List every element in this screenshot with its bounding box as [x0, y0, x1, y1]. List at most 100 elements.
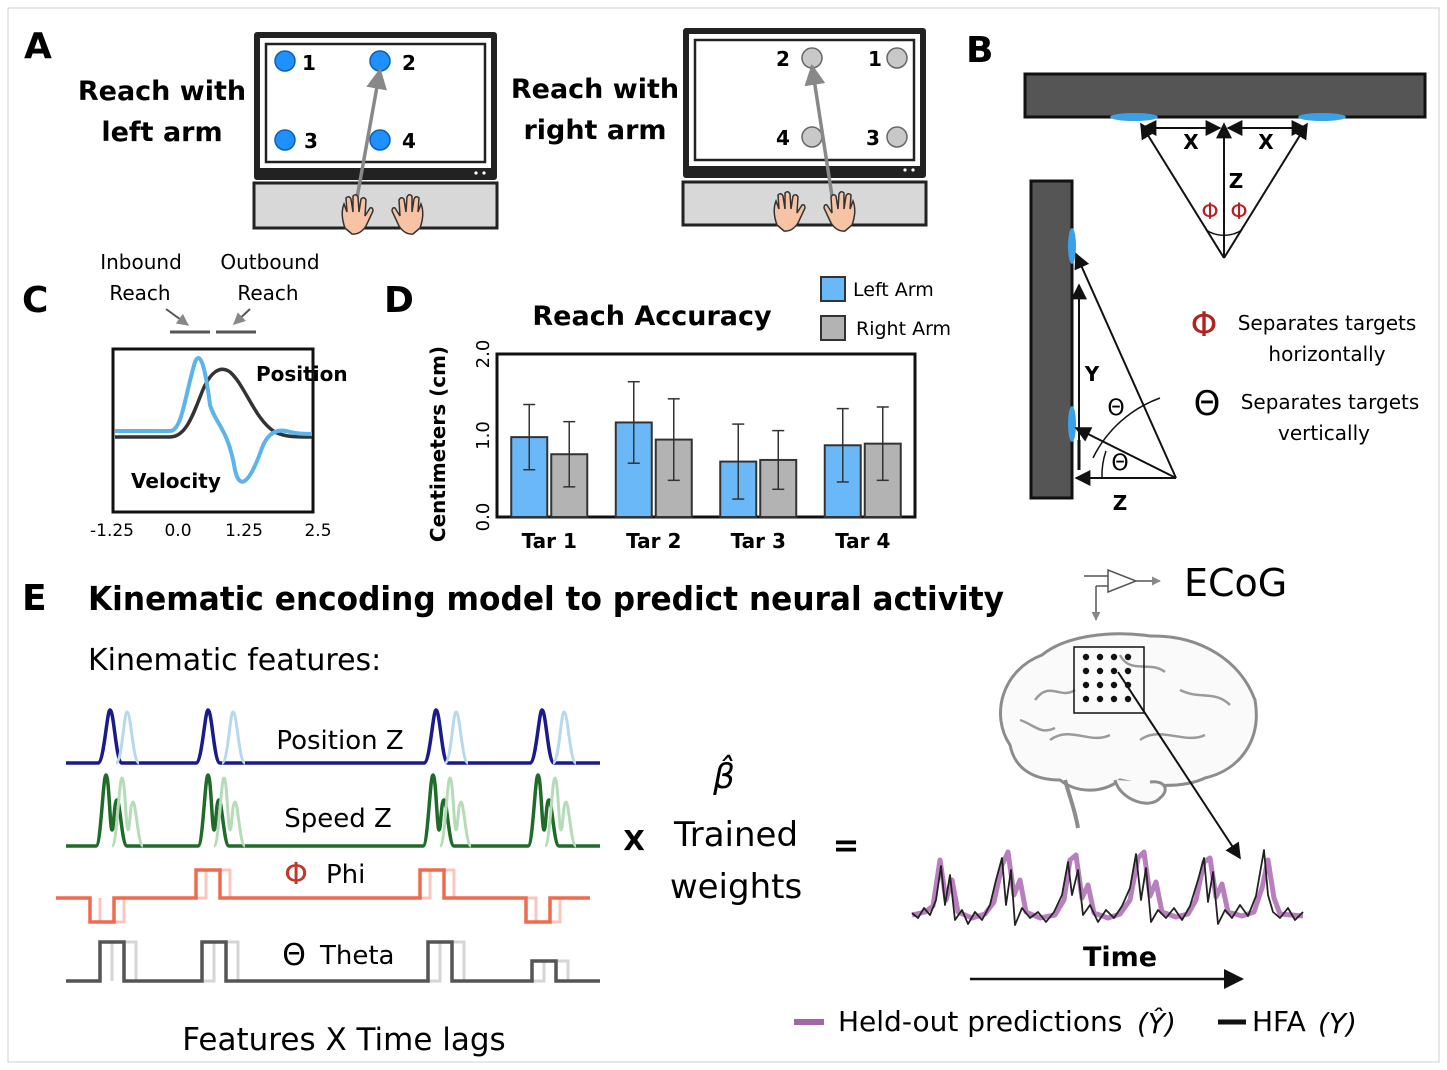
left-keyboard	[252, 181, 499, 230]
neural-activity-traces	[911, 849, 1304, 926]
electrode-pointer-arrow	[1117, 671, 1241, 860]
z-label-side: Z	[1113, 491, 1128, 515]
right-target-label-4: 4	[776, 126, 790, 150]
legend-phi-symbol: Φ	[1191, 305, 1218, 345]
theta-arc-inner	[1101, 450, 1107, 479]
right-reach-arrow	[804, 63, 834, 197]
top-target-left	[1110, 113, 1158, 121]
velocity-curve	[115, 355, 313, 484]
panel-a: A Reach with left arm 1 2 3 4 Reach with	[24, 26, 928, 235]
beta-hat-symbol: β̂	[712, 755, 735, 797]
phi-right-symbol: Φ	[1230, 200, 1247, 225]
panel-d-letter: D	[384, 280, 414, 321]
equals-sign: =	[833, 826, 860, 864]
panel-c-letter: C	[22, 280, 48, 321]
triangle-left-edge	[1140, 122, 1225, 259]
outbound-pointer	[233, 308, 251, 325]
inbound-pointer	[165, 308, 189, 326]
outbound-label-line1: Outbound	[220, 250, 319, 274]
x-label-left: X	[1183, 130, 1199, 154]
velocity-label: Velocity	[131, 469, 221, 493]
right-target-label-1: 1	[868, 47, 882, 71]
left-target-label-2: 2	[402, 51, 416, 75]
right-target-1	[886, 47, 908, 69]
features-heading: Kinematic features:	[88, 643, 381, 678]
legend-right-label: Right Arm	[856, 318, 951, 340]
trace-label-position-z: Position Z	[276, 726, 403, 756]
phi-left-symbol: Φ	[1201, 200, 1218, 225]
side-ray-lower	[1074, 427, 1177, 479]
panel-b-letter: B	[966, 30, 993, 71]
side-view-board	[1029, 179, 1074, 500]
left-hands-icon	[341, 193, 424, 235]
y-tick-label-2: 2.0	[473, 340, 494, 369]
velocity-xtick-0: -1.25	[90, 521, 134, 541]
bars-layer	[510, 380, 902, 519]
right-monitor: 2 1 4 3	[681, 28, 928, 232]
left-target-3	[274, 129, 296, 151]
trace-label-theta: Theta	[319, 941, 394, 971]
position-label: Position	[256, 362, 348, 386]
trace-label-phi: Phi	[326, 860, 365, 890]
y-tick-label-0: 0.0	[473, 503, 494, 532]
y-tick-label-1: 1.0	[473, 421, 494, 450]
weights-line1: Trained	[673, 815, 798, 855]
panel-a-letter: A	[24, 26, 52, 67]
panel-e-title: Kinematic encoding model to predict neur…	[88, 579, 1004, 618]
left-target-1	[274, 50, 296, 72]
side-ray-upper	[1074, 252, 1177, 479]
right-target-4	[801, 126, 823, 148]
phi-arc	[1205, 229, 1243, 237]
inbound-label-line1: Inbound	[100, 250, 182, 274]
legend-theta-line2: vertically	[1278, 421, 1370, 445]
left-target-2	[369, 50, 391, 72]
right-hands-icon	[773, 190, 856, 232]
legend-phi-line1: Separates targets	[1238, 311, 1417, 335]
right-target-3	[886, 126, 908, 148]
panel-c: C Inbound Reach Outbound Reach Position …	[22, 250, 348, 541]
top-view-board	[1023, 72, 1427, 119]
theta-symbol-inner: Θ	[1111, 451, 1128, 476]
panel-e-letter: E	[22, 578, 47, 619]
left-monitor: 1 2 3 4	[252, 32, 499, 235]
left-reach-arrow	[355, 67, 387, 199]
right-target-label-2: 2	[776, 47, 790, 71]
left-arm-label-line1: Reach with	[78, 76, 246, 107]
chart-title: Reach Accuracy	[532, 301, 772, 332]
left-target-label-1: 1	[302, 51, 316, 75]
z-label-top: Z	[1229, 169, 1244, 193]
velocity-xtick-2: 1.25	[225, 521, 263, 541]
theta-symbol-outer: Θ	[1107, 396, 1124, 421]
legend-phi-line2: horizontally	[1268, 342, 1385, 366]
side-target-upper	[1068, 228, 1076, 264]
velocity-xtick-3: 2.5	[304, 521, 331, 541]
time-label: Time	[1083, 942, 1157, 973]
inbound-label-line2: Reach	[109, 281, 170, 305]
legend-pred-label: Held-out predictions	[838, 1005, 1122, 1038]
phi-trace	[56, 868, 590, 924]
right-arm-label-line1: Reach with	[511, 74, 679, 105]
right-keyboard	[681, 180, 928, 227]
figure-border	[7, 7, 1440, 1063]
ecog-label: ECoG	[1184, 561, 1287, 605]
trace-symbol-theta: Θ	[282, 938, 306, 973]
side-target-lower	[1068, 406, 1076, 442]
legend-hfa-math: (Y)	[1318, 1007, 1357, 1040]
right-arm-label-line2: right arm	[523, 115, 666, 146]
x-tick-label-2: Tar 2	[626, 529, 681, 553]
trace-symbol-phi: Φ	[284, 857, 308, 892]
triangle-right-edge	[1223, 122, 1308, 259]
left-target-4	[369, 129, 391, 151]
legend-theta-line1: Separates targets	[1241, 390, 1420, 414]
position-z-trace	[66, 708, 600, 765]
velocity-xtick-1: 0.0	[164, 521, 191, 541]
legend-swatch-left	[820, 276, 846, 302]
legend-hfa-label: HFA	[1252, 1005, 1306, 1038]
legend-swatch-right	[820, 315, 846, 341]
multiply-sign: X	[623, 824, 645, 857]
weights-line2: weights	[670, 867, 802, 907]
features-footer: Features X Time lags	[182, 1022, 505, 1058]
chart-ticks-layer: Tar 1 Tar 2 Tar 3 Tar 4 0.0 1.0 2.0	[473, 340, 890, 553]
panel-b: B X X Z Φ Φ Y Z Θ Θ Φ Separates targets …	[966, 30, 1427, 515]
trace-label-speed-z: Speed Z	[284, 804, 392, 834]
